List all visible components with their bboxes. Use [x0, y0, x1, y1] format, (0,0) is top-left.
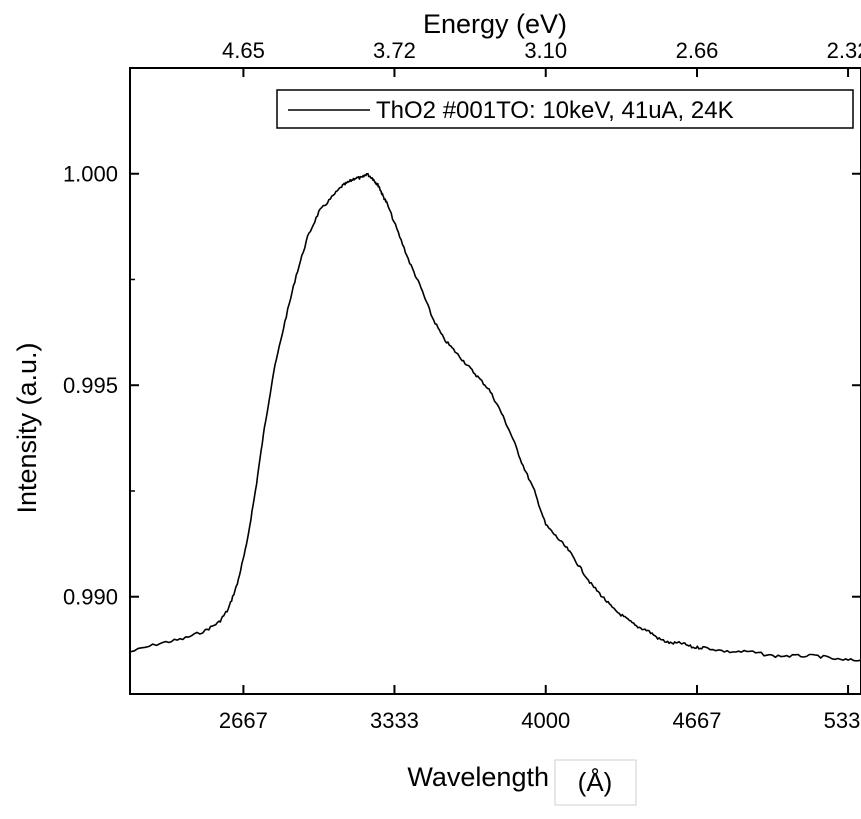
- y-tick-label: 0.995: [63, 373, 118, 398]
- left-axis-ticks: 0.990 0.995 1.000: [63, 67, 139, 610]
- right-axis-ticks: [852, 172, 861, 598]
- x-tick-label: 5333: [824, 708, 861, 733]
- top-tick-label: 3.10: [524, 38, 567, 63]
- top-tick-label: 3.72: [373, 38, 416, 63]
- x-tick-label: 4667: [673, 708, 722, 733]
- legend: ThO2 #001TO: 10keV, 41uA, 24K: [276, 89, 854, 129]
- x-axis-unit: (Å): [578, 767, 613, 797]
- y-tick-label: 0.990: [63, 585, 118, 610]
- x-axis-unit-box: [554, 759, 637, 806]
- top-axis-title: Energy (eV): [423, 9, 567, 39]
- y-tick-label: 1.000: [63, 162, 118, 187]
- bottom-axis-ticks: 2667 3333 4000 4667 5333: [219, 685, 861, 733]
- x-tick-label: 3333: [370, 708, 419, 733]
- top-axis-ticks: 4.65 3.72 3.10 2.66 2.32: [222, 38, 861, 77]
- y-axis-title: Intensity (a.u.): [12, 342, 42, 513]
- series-layer: [130, 172, 861, 662]
- top-tick-label: 2.66: [676, 38, 719, 63]
- legend-label: ThO2 #001TO: 10keV, 41uA, 24K: [376, 97, 734, 124]
- x-tick-label: 2667: [219, 708, 268, 733]
- top-tick-label: 2.32: [827, 38, 861, 63]
- x-axis-title: Wavelength: [407, 762, 549, 792]
- top-tick-label: 4.65: [222, 38, 265, 63]
- legend-box: [276, 89, 854, 129]
- series-line: [130, 172, 861, 662]
- plot-frame: [129, 67, 861, 695]
- x-tick-label: 4000: [521, 708, 570, 733]
